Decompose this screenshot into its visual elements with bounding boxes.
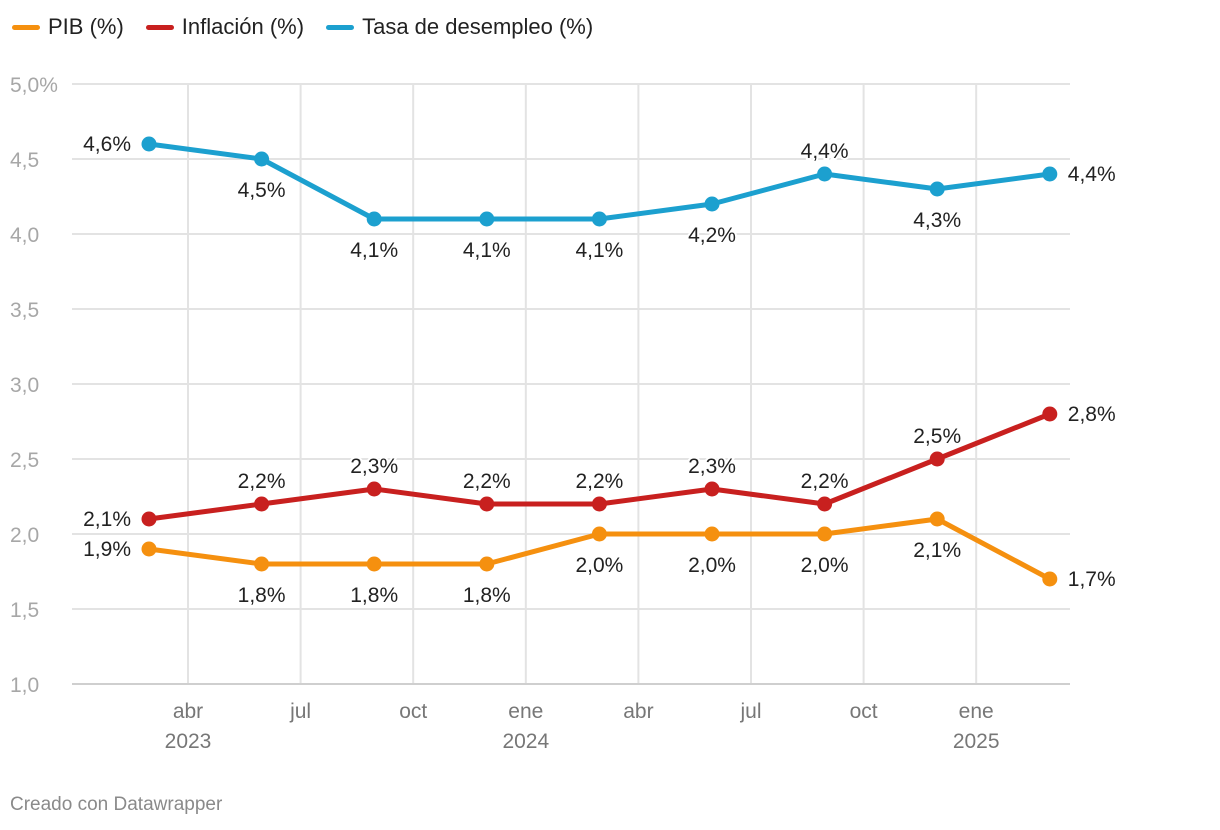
x-tick-year-label: 2024 — [502, 730, 549, 753]
data-point — [366, 481, 382, 497]
y-tick-label: 4,0 — [10, 224, 39, 247]
y-tick-label: 3,0 — [10, 374, 39, 397]
data-point — [591, 211, 607, 227]
data-point — [929, 181, 945, 197]
data-point — [817, 496, 833, 512]
x-tick-label: ene — [959, 700, 994, 723]
data-label: 2,8% — [1068, 403, 1116, 426]
data-point — [479, 211, 495, 227]
data-point — [254, 496, 270, 512]
data-label: 1,8% — [238, 584, 286, 607]
data-label: 4,1% — [350, 239, 398, 262]
data-point — [1042, 571, 1058, 587]
data-point — [704, 481, 720, 497]
data-point — [479, 556, 495, 572]
x-tick-label: abr — [623, 700, 653, 723]
y-tick-label: 5,0% — [10, 74, 58, 97]
data-point — [479, 496, 495, 512]
data-point — [704, 526, 720, 542]
legend-label-pib: PIB (%) — [48, 14, 124, 39]
data-label: 2,0% — [575, 554, 623, 577]
data-label: 4,4% — [801, 140, 849, 163]
x-tick-year-label: 2023 — [165, 730, 212, 753]
data-point — [141, 136, 157, 152]
data-label: 4,4% — [1068, 163, 1116, 186]
chart-legend: PIB (%) Inflación (%) Tasa de desempleo … — [12, 14, 593, 40]
data-label: 1,8% — [463, 584, 511, 607]
x-tick-label: abr — [173, 700, 203, 723]
data-label: 1,7% — [1068, 568, 1116, 591]
legend-label-inflacion: Inflación (%) — [181, 14, 305, 39]
data-label: 1,8% — [350, 584, 398, 607]
footer-credit: Creado con Datawrapper — [10, 794, 223, 815]
data-label: 4,2% — [688, 224, 736, 247]
data-label: 1,9% — [83, 538, 131, 561]
y-tick-label: 2,5 — [10, 449, 39, 472]
data-label: 4,3% — [913, 209, 961, 232]
legend-swatch-inflacion — [145, 24, 174, 30]
data-label: 4,1% — [575, 239, 623, 262]
data-label: 2,0% — [688, 554, 736, 577]
data-point — [929, 451, 945, 467]
legend-item-desempleo: Tasa de desempleo (%) — [326, 14, 593, 40]
data-point — [254, 151, 270, 167]
y-tick-label: 2,0 — [10, 524, 39, 547]
data-point — [1042, 406, 1058, 422]
x-tick-label: ene — [508, 700, 543, 723]
x-tick-label: jul — [289, 700, 311, 723]
data-label: 2,2% — [575, 470, 623, 493]
data-point — [929, 511, 945, 527]
data-label: 2,5% — [913, 425, 961, 448]
data-point — [366, 211, 382, 227]
data-label: 2,3% — [688, 455, 736, 478]
data-label: 2,2% — [801, 470, 849, 493]
data-label: 2,1% — [83, 508, 131, 531]
legend-label-desempleo: Tasa de desempleo (%) — [362, 14, 594, 39]
data-label: 2,2% — [463, 470, 511, 493]
data-label: 2,1% — [913, 539, 961, 562]
x-tick-label: oct — [850, 700, 878, 723]
data-point — [817, 166, 833, 182]
data-point — [591, 496, 607, 512]
y-tick-label: 3,5 — [10, 299, 39, 322]
data-point — [366, 556, 382, 572]
data-label: 2,2% — [238, 470, 286, 493]
data-point — [141, 541, 157, 557]
y-tick-label: 1,0 — [10, 674, 39, 697]
legend-swatch-pib — [12, 24, 40, 30]
legend-item-inflacion: Inflación (%) — [145, 14, 305, 40]
data-label: 4,5% — [238, 179, 286, 202]
x-tick-label: jul — [739, 700, 761, 723]
data-point — [254, 556, 270, 572]
y-tick-label: 4,5 — [10, 149, 39, 172]
data-point — [704, 196, 720, 212]
data-point — [1042, 166, 1058, 182]
legend-item-pib: PIB (%) — [12, 14, 124, 40]
data-label: 2,3% — [350, 455, 398, 478]
y-tick-label: 1,5 — [10, 599, 39, 622]
data-point — [591, 526, 607, 542]
data-point — [141, 511, 157, 527]
data-label: 2,0% — [801, 554, 849, 577]
legend-swatch-desempleo — [326, 24, 355, 30]
x-tick-label: oct — [399, 700, 427, 723]
x-tick-year-label: 2025 — [953, 730, 1000, 753]
data-label: 4,6% — [83, 133, 131, 156]
data-point — [817, 526, 833, 542]
data-label: 4,1% — [463, 239, 511, 262]
